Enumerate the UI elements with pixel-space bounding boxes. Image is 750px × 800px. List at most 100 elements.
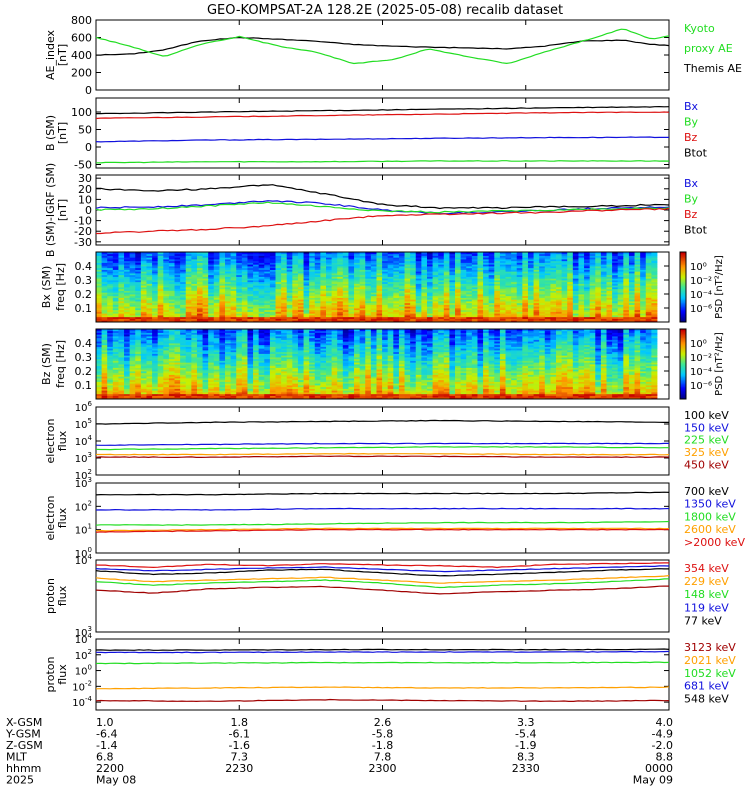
heatmap-cell [471, 320, 478, 323]
heatmap-cell [124, 358, 131, 361]
heatmap-cell [286, 260, 293, 263]
heatmap-cell [152, 390, 159, 393]
heatmap-cell [124, 397, 131, 400]
heatmap-cell [124, 365, 131, 368]
heatmap-cell [281, 288, 288, 291]
heatmap-cell [326, 278, 333, 281]
heatmap-cell [196, 364, 203, 367]
heatmap-cell [174, 379, 181, 382]
heatmap-cell [196, 276, 203, 279]
heatmap-cell [112, 336, 119, 339]
heatmap-cell [185, 280, 192, 283]
heatmap-cell [303, 297, 310, 300]
heatmap-cell [303, 309, 310, 312]
heatmap-cell [471, 304, 478, 307]
heatmap-cell [124, 316, 131, 319]
heatmap-cell [359, 294, 366, 297]
heatmap-cell [359, 253, 366, 256]
heatmap-cell [225, 313, 232, 316]
heatmap-cell [196, 397, 203, 400]
heatmap-cell [415, 266, 422, 269]
heatmap-cell [96, 295, 103, 298]
heatmap-cell [213, 257, 220, 260]
heatmap-cell [561, 266, 568, 269]
heatmap-cell [236, 267, 243, 270]
colorbar-cell [680, 270, 686, 273]
heatmap-cell [533, 259, 540, 262]
heatmap-cell [191, 281, 198, 284]
heatmap-cell [567, 255, 574, 258]
colorbar-cell [680, 268, 686, 271]
heatmap-cell [382, 290, 389, 293]
heatmap-cell [152, 294, 159, 297]
heatmap-cell [135, 334, 142, 337]
heatmap-cell [522, 283, 529, 286]
heatmap-cell [275, 318, 282, 321]
heatmap-cell [124, 306, 131, 309]
heatmap-cell [174, 364, 181, 367]
heatmap-cell [494, 295, 501, 298]
heatmap-cell [544, 273, 551, 276]
heatmap-cell [527, 255, 534, 258]
heatmap-cell [606, 283, 613, 286]
heatmap-cell [135, 367, 142, 370]
heatmap-cell [168, 362, 175, 365]
heatmap-cell [645, 311, 652, 314]
heatmap-cell [303, 262, 310, 265]
heatmap-cell [174, 299, 181, 302]
heatmap-cell [118, 364, 125, 367]
y-tick-label: 100 [71, 106, 92, 119]
heatmap-cell [292, 278, 299, 281]
heatmap-cell [539, 294, 546, 297]
heatmap-cell [617, 302, 624, 305]
heatmap-cell [628, 285, 635, 288]
heatmap-cell [241, 276, 248, 279]
heatmap-cell [225, 302, 232, 305]
heatmap-cell [651, 294, 658, 297]
heatmap-cell [303, 266, 310, 269]
heatmap-cell [326, 273, 333, 276]
heatmap-cell [107, 353, 114, 356]
heatmap-cell [185, 395, 192, 398]
heatmap-cell [124, 341, 131, 344]
heatmap-cell [556, 255, 563, 258]
heatmap-cell [331, 269, 338, 272]
heatmap-cell [651, 264, 658, 267]
heatmap-cell [157, 302, 164, 305]
heatmap-cell [202, 308, 209, 311]
heatmap-cell [393, 299, 400, 302]
heatmap-cell [522, 302, 529, 305]
heatmap-cell [623, 252, 630, 255]
heatmap-cell [628, 253, 635, 256]
heatmap-cell [118, 280, 125, 283]
heatmap-cell [230, 306, 237, 309]
heatmap-cell [241, 294, 248, 297]
heatmap-cell [135, 273, 142, 276]
heatmap-cell [354, 316, 361, 319]
heatmap-cell [494, 302, 501, 305]
heatmap-cell [118, 257, 125, 260]
heatmap-cell [410, 301, 417, 304]
heatmap-cell [314, 315, 321, 318]
heatmap-cell [522, 308, 529, 311]
heatmap-cell [202, 315, 209, 318]
heatmap-cell [522, 262, 529, 265]
heatmap-cell [135, 397, 142, 400]
heatmap-cell [337, 320, 344, 323]
heatmap-cell [163, 297, 170, 300]
heatmap-cell [129, 255, 136, 258]
heatmap-cell [140, 301, 147, 304]
heatmap-cell [640, 320, 647, 323]
heatmap-cell [152, 299, 159, 302]
heatmap-cell [370, 267, 377, 270]
heatmap-cell [157, 257, 164, 260]
heatmap-cell [196, 365, 203, 368]
heatmap-cell [236, 302, 243, 305]
heatmap-cell [421, 292, 428, 295]
heatmap-cell [516, 252, 523, 255]
heatmap-cell [129, 357, 136, 360]
heatmap-cell [516, 274, 523, 277]
heatmap-cell [163, 318, 170, 321]
heatmap-cell [398, 276, 405, 279]
heatmap-cell [196, 348, 203, 351]
